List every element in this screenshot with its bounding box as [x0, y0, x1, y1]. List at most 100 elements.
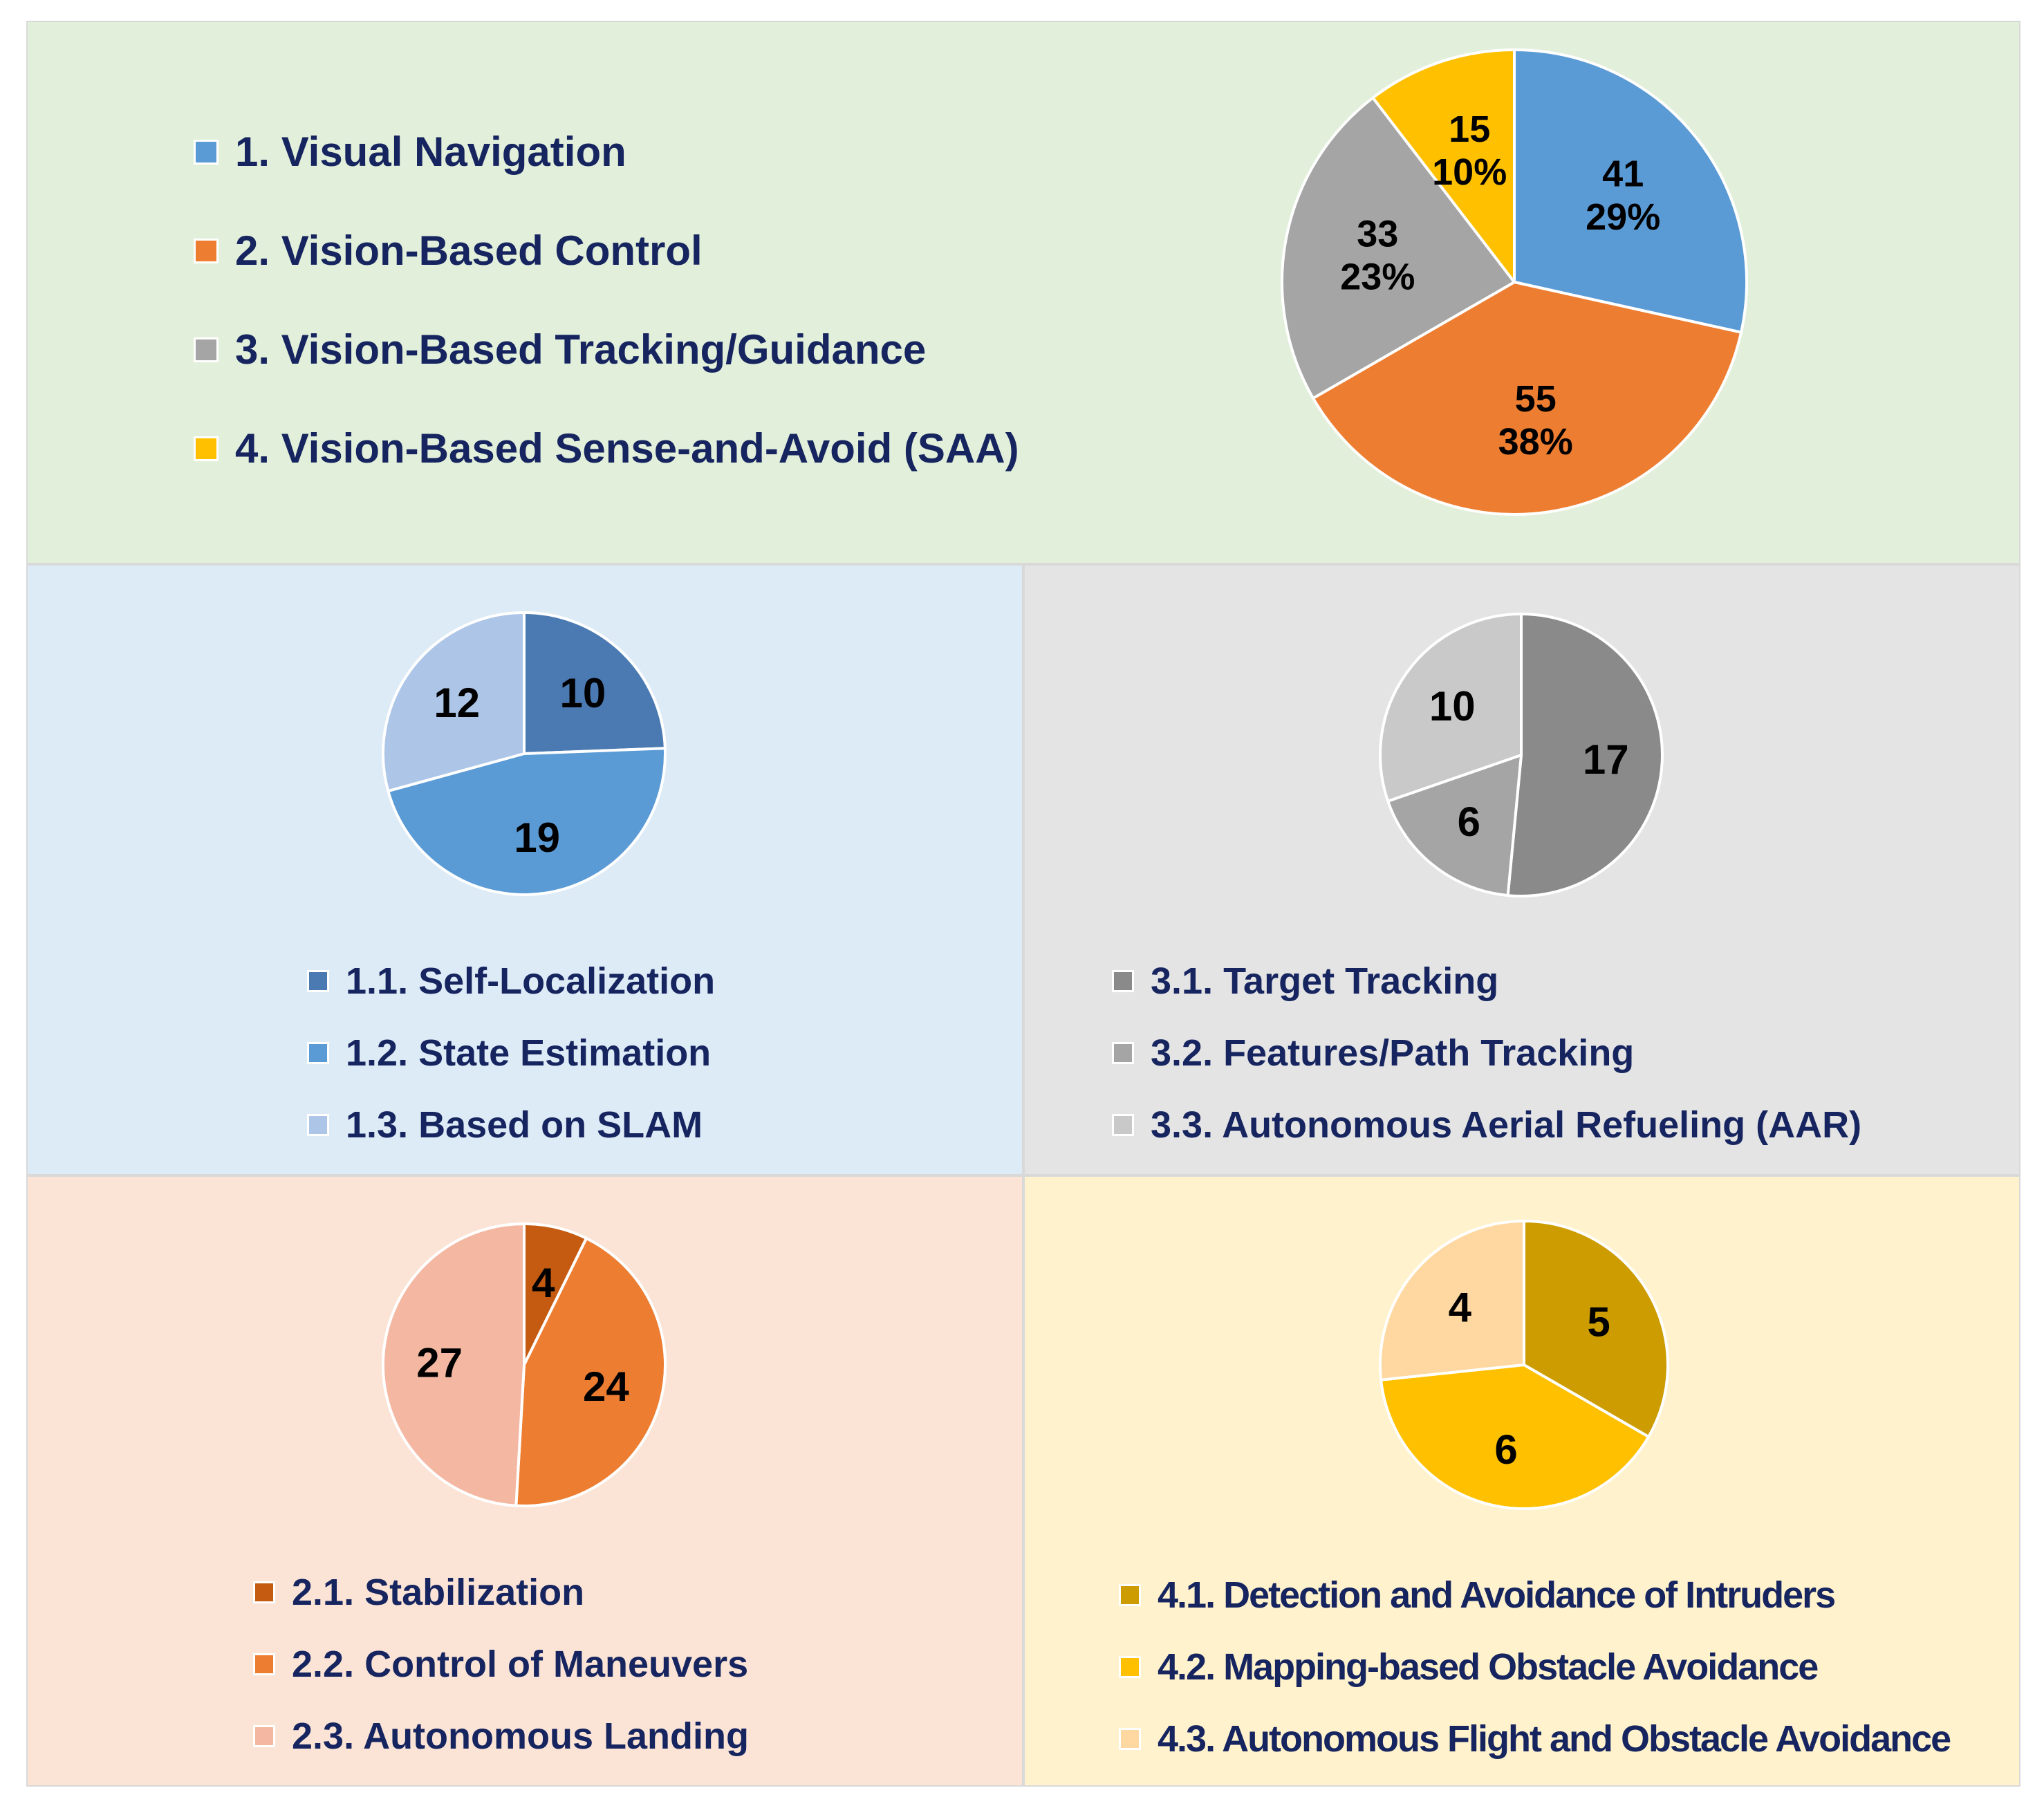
legend-label: 4. Vision-Based Sense-and-Avoid (SAA) [235, 425, 1019, 472]
legend-item: 4.2. Mapping-based Obstacle Avoidance [1119, 1631, 1950, 1703]
pie-slice [1312, 281, 1743, 516]
legend-item: 3.1. Target Tracking [1112, 945, 1861, 1017]
sense-and-avoid-legend: 4.1. Detection and Avoidance of Intruder… [1119, 1559, 1951, 1775]
legend-swatch [253, 1581, 275, 1603]
pie-slice [1379, 613, 1523, 803]
data-label-value: 15 [1449, 109, 1490, 150]
legend-swatch [253, 1653, 275, 1675]
data-label-value: 19 [514, 814, 560, 861]
legend-item: 1.3. Based on SLAM [307, 1089, 715, 1161]
data-label: 41 29% [1586, 153, 1660, 238]
legend-label: 2.1. Stabilization [292, 1572, 585, 1613]
data-label-percent: 10% [1432, 151, 1507, 193]
data-label: 4 [532, 1260, 555, 1306]
data-label-percent: 23% [1340, 257, 1415, 298]
legend-label: 1.2. State Estimation [346, 1032, 712, 1074]
legend-item: 2.3. Autonomous Landing [253, 1700, 749, 1772]
legend-swatch [194, 436, 219, 461]
pie-slice [1379, 1220, 1525, 1381]
legend-label: 3.3. Autonomous Aerial Refueling (AAR) [1151, 1104, 1862, 1146]
data-label: 17 [1583, 736, 1629, 783]
data-label: 33 23% [1340, 214, 1415, 298]
pie-slice [1513, 48, 1748, 334]
data-label: 12 [434, 680, 480, 726]
legend-swatch [194, 238, 219, 263]
legend-swatch [307, 1114, 329, 1136]
legend-label: 2. Vision-Based Control [235, 227, 703, 274]
data-label-value: 6 [1494, 1426, 1517, 1473]
main-legend: 1. Visual Navigation 2. Vision-Based Con… [194, 102, 1019, 498]
data-label-value: 17 [1583, 736, 1629, 783]
pie-slice [1506, 613, 1664, 897]
legend-item: 2.2. Control of Maneuvers [253, 1628, 749, 1700]
legend-swatch [1119, 1728, 1141, 1750]
pie-slice [1379, 1363, 1651, 1510]
legend-label: 4.1. Detection and Avoidance of Intruder… [1158, 1574, 1836, 1616]
vision-based-control-legend: 2.1. Stabilization 2.2. Control of Maneu… [253, 1556, 749, 1772]
pie-slice [382, 611, 526, 793]
data-label: 24 [583, 1363, 629, 1410]
data-label-value: 10 [560, 670, 606, 716]
legend-swatch [1119, 1656, 1141, 1678]
data-label: 55 38% [1498, 378, 1573, 463]
data-label-value: 12 [434, 680, 480, 726]
legend-item: 1.1. Self-Localization [307, 945, 715, 1017]
legend-label: 3.2. Features/Path Tracking [1151, 1032, 1635, 1074]
pie-slice [1371, 48, 1516, 283]
data-label-value: 24 [583, 1363, 629, 1410]
data-label-value: 33 [1357, 214, 1398, 255]
legend-label: 1.3. Based on SLAM [346, 1104, 703, 1146]
data-label-percent: 29% [1586, 196, 1660, 238]
data-label: 15 10% [1432, 109, 1507, 193]
data-label-value: 4 [532, 1260, 555, 1306]
data-label: 27 [416, 1340, 463, 1386]
data-label: 10 [560, 670, 606, 716]
data-label-value: 6 [1458, 799, 1480, 845]
pie-slice [1523, 1220, 1669, 1438]
legend-label: 4.2. Mapping-based Obstacle Avoidance [1158, 1646, 1819, 1688]
data-label-value: 41 [1602, 153, 1644, 195]
legend-swatch [307, 1042, 329, 1064]
pie-slice [514, 1236, 667, 1508]
data-label-value: 4 [1449, 1285, 1472, 1331]
legend-label: 2.3. Autonomous Landing [292, 1715, 749, 1757]
legend-label: 3. Vision-Based Tracking/Guidance [235, 326, 927, 373]
legend-item: 4.3. Autonomous Flight and Obstacle Avoi… [1119, 1703, 1951, 1775]
legend-swatch [307, 970, 329, 992]
data-label-value: 27 [416, 1340, 463, 1386]
legend-item: 4.1. Detection and Avoidance of Intruder… [1119, 1559, 1950, 1631]
pie-slice [381, 1222, 526, 1507]
legend-item: 1. Visual Navigation [194, 102, 1019, 201]
data-label: 10 [1429, 683, 1476, 729]
pie-slice [1281, 96, 1516, 400]
legend-swatch [1112, 1042, 1134, 1064]
legend-item: 2.1. Stabilization [253, 1556, 749, 1628]
data-label-value: 10 [1429, 683, 1476, 729]
legend-item: 4. Vision-Based Sense-and-Avoid (SAA) [194, 399, 1019, 498]
legend-swatch [1112, 1114, 1134, 1136]
data-label-value: 55 [1515, 378, 1557, 420]
legend-label: 1. Visual Navigation [235, 129, 626, 175]
legend-label: 4.3. Autonomous Flight and Obstacle Avoi… [1158, 1718, 1951, 1760]
tracking-guidance-legend: 3.1. Target Tracking 3.2. Features/Path … [1112, 945, 1861, 1161]
legend-item: 1.2. State Estimation [307, 1017, 715, 1089]
data-label-percent: 38% [1498, 421, 1573, 463]
legend-item: 3.3. Autonomous Aerial Refueling (AAR) [1112, 1089, 1861, 1161]
legend-item: 2. Vision-Based Control [194, 201, 1019, 300]
legend-item: 3.2. Features/Path Tracking [1112, 1017, 1861, 1089]
legend-label: 1.1. Self-Localization [346, 960, 716, 1002]
pie-slice [387, 747, 667, 896]
visual-navigation-legend: 1.1. Self-Localization 1.2. State Estima… [307, 945, 715, 1161]
data-label: 19 [514, 814, 560, 861]
legend-label: 2.2. Control of Maneuvers [292, 1644, 749, 1685]
legend-label: 3.1. Target Tracking [1151, 960, 1499, 1002]
legend-swatch [1112, 970, 1134, 992]
data-label: 5 [1587, 1299, 1610, 1346]
data-label: 6 [1494, 1426, 1517, 1473]
legend-swatch [194, 337, 219, 362]
